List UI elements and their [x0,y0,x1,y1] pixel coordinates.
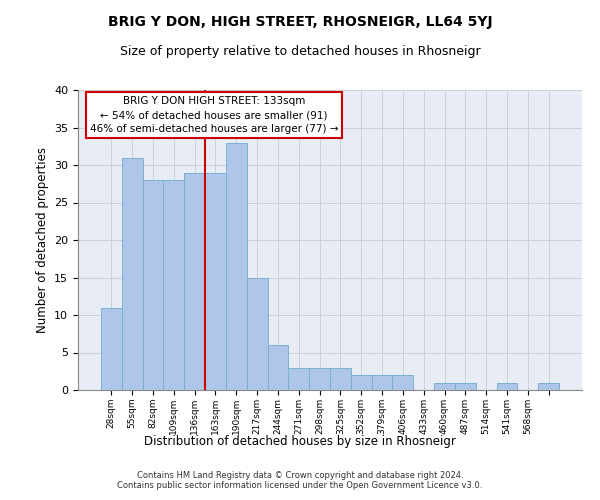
Bar [184,172,205,390]
Bar [392,375,413,390]
Bar [351,375,371,390]
Bar [143,180,163,390]
Bar [205,172,226,390]
Text: BRIG Y DON HIGH STREET: 133sqm
← 54% of detached houses are smaller (91)
46% of : BRIG Y DON HIGH STREET: 133sqm ← 54% of … [90,96,338,134]
Text: Distribution of detached houses by size in Rhosneigr: Distribution of detached houses by size … [144,435,456,448]
Text: BRIG Y DON, HIGH STREET, RHOSNEIGR, LL64 5YJ: BRIG Y DON, HIGH STREET, RHOSNEIGR, LL64… [107,15,493,29]
Bar [268,345,289,390]
Bar [226,142,247,390]
Bar [289,368,309,390]
Text: Contains HM Land Registry data © Crown copyright and database right 2024.
Contai: Contains HM Land Registry data © Crown c… [118,470,482,490]
Text: Size of property relative to detached houses in Rhosneigr: Size of property relative to detached ho… [119,45,481,58]
Bar [455,382,476,390]
Bar [309,368,330,390]
Y-axis label: Number of detached properties: Number of detached properties [35,147,49,333]
Bar [497,382,517,390]
Bar [434,382,455,390]
Bar [122,158,143,390]
Bar [163,180,184,390]
Bar [371,375,392,390]
Bar [247,278,268,390]
Bar [101,308,122,390]
Bar [330,368,351,390]
Bar [538,382,559,390]
